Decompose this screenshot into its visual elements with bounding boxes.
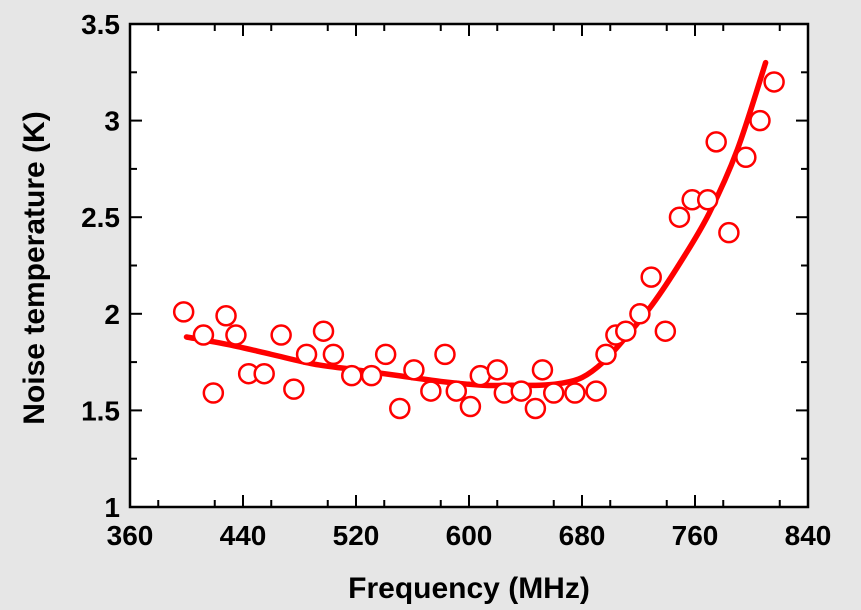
data-point [749,109,771,132]
data-point [585,380,607,402]
data-point [295,343,318,366]
data-point [718,221,740,244]
data-point [531,359,554,381]
fit-curve [183,59,769,389]
data-point [735,146,757,169]
data-point [459,395,482,418]
y-tick-labels: 1 1.5 2 2.5 3 3.5 [81,9,120,523]
x-tick-label: 680 [559,520,606,551]
data-point [172,301,195,323]
data-point [629,303,651,325]
x-tick-label: 520 [333,520,380,551]
y-tick-label: 2 [104,299,120,330]
y-tick-label: 1.5 [81,395,120,426]
data-point [341,364,363,387]
data-point [510,380,533,402]
data-point [434,343,456,366]
data-point [322,343,345,366]
x-tick-label: 440 [220,520,267,551]
y-tick-label: 1 [104,492,120,523]
data-point [595,343,617,366]
data-point [615,320,637,342]
data-point [654,320,677,342]
y-axis-title: Noise temperature (K) [18,111,51,424]
y-tick-label: 3 [104,106,120,137]
data-point [374,343,397,366]
x-tick-label: 360 [107,520,154,551]
y-tick-label: 2.5 [81,202,120,233]
x-tick-labels: 360 440 520 600 680 760 840 [107,520,832,551]
data-point [564,382,586,404]
data-point [763,71,785,93]
x-tick-label: 600 [446,520,493,551]
data-point [360,364,383,387]
data-point [215,304,237,327]
data-point [270,324,292,346]
data-point [524,397,547,420]
data-point [640,266,662,288]
data-point [705,131,727,153]
data-point [283,378,305,400]
data-point [543,382,565,404]
data-point [486,359,508,381]
data-point [202,382,225,404]
plot-area [128,22,810,509]
data-point [192,324,215,346]
data-point [420,380,442,402]
data-point [668,206,691,228]
x-axis-title: Frequency (MHz) [348,572,590,605]
y-tick-label: 3.5 [81,9,120,40]
x-tick-label: 760 [672,520,719,551]
data-point [312,320,335,342]
data-point [696,189,719,211]
data-point [253,362,275,385]
data-point [389,397,411,420]
data-point [403,359,425,381]
axis-ticks [129,23,809,508]
data-points [172,71,785,420]
fit-layer [183,59,769,389]
x-tick-label: 840 [785,520,832,551]
data-point [445,380,468,402]
data-point [225,324,247,346]
